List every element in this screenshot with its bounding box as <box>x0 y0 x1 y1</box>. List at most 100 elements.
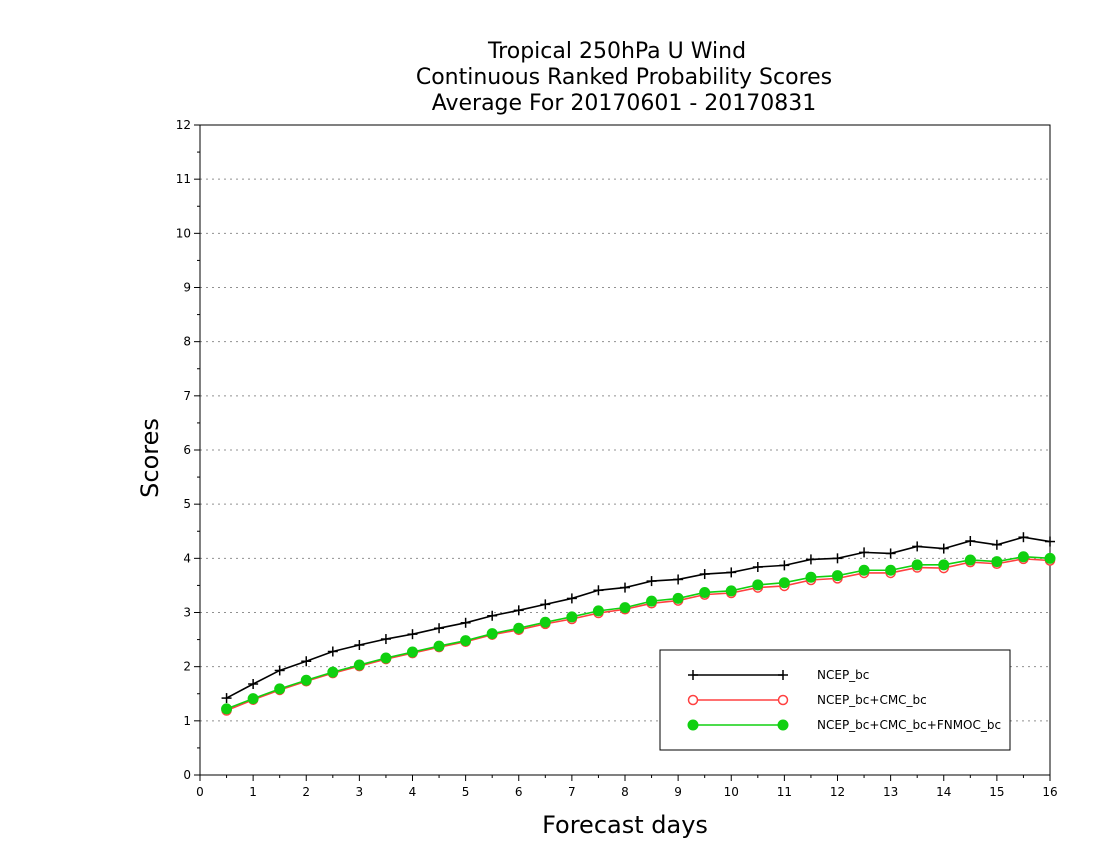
y-tick-label-3: 3 <box>183 606 191 620</box>
series-0-point-6 <box>380 634 391 645</box>
series-2-point-0 <box>221 703 233 715</box>
series-0-point-3 <box>301 656 312 667</box>
legend-marker-start-1 <box>687 694 699 706</box>
x-tick-label-3: 3 <box>356 785 364 799</box>
series-0-point-0 <box>221 693 232 704</box>
y-axis-label: Scores <box>136 418 164 498</box>
x-tick-label-0: 0 <box>196 785 204 799</box>
series-layer <box>221 532 1056 716</box>
legend-marker-end-1 <box>777 694 789 706</box>
series-0-point-19 <box>726 567 737 578</box>
series-0-point-17 <box>673 574 684 585</box>
series-line-0 <box>226 536 1051 699</box>
x-tick-label-8: 8 <box>621 785 629 799</box>
series-2-point-5 <box>353 659 365 671</box>
series-2-point-28 <box>964 554 976 566</box>
series-0-point-27 <box>938 543 949 554</box>
y-tick-label-7: 7 <box>183 389 191 403</box>
x-tick-label-7: 7 <box>568 785 576 799</box>
series-0-point-21 <box>779 560 790 571</box>
x-tick-label-4: 4 <box>409 785 417 799</box>
series-2-point-22 <box>805 571 817 583</box>
series-2-point-8 <box>433 640 445 652</box>
series-0-point-13 <box>566 593 577 604</box>
series-0-point-25 <box>885 548 896 559</box>
series-0-point-29 <box>991 539 1002 550</box>
series-2-point-23 <box>832 570 843 582</box>
series-2-point-12 <box>539 616 551 628</box>
series-2-point-31 <box>1044 552 1056 564</box>
series-2-point-1 <box>247 693 259 705</box>
x-tick-label-12: 12 <box>830 785 845 799</box>
series-0-point-18 <box>699 569 710 580</box>
series-2-point-24 <box>858 564 870 576</box>
series-0-point-28 <box>965 536 976 546</box>
series-0-point-31 <box>1045 536 1055 547</box>
legend-marker-end-0 <box>778 670 788 680</box>
series-0-point-14 <box>593 585 604 596</box>
series-2-point-25 <box>885 564 897 576</box>
series-0-point-5 <box>354 640 365 650</box>
legend: NCEP_bc NCEP_bc+CMC_bc NCEP_bc+CMC_bc+FNMO… <box>659 649 1011 751</box>
series-0-point-7 <box>407 629 418 640</box>
x-tick-label-5: 5 <box>462 785 470 799</box>
x-tick-label-6: 6 <box>515 785 523 799</box>
x-tick-label-10: 10 <box>724 785 739 799</box>
series-2-point-13 <box>566 611 578 623</box>
series-0-point-23 <box>832 553 843 564</box>
series-2-point-20 <box>752 579 764 591</box>
x-tick-label-9: 9 <box>674 785 682 799</box>
y-tick-label-12: 12 <box>176 118 191 132</box>
series-0-point-26 <box>912 541 923 552</box>
series-0-point-1 <box>248 679 259 689</box>
series-2-point-11 <box>513 622 525 634</box>
y-tick-label-0: 0 <box>183 768 191 782</box>
x-axis-label: Forecast days <box>542 811 708 839</box>
x-tick-label-1: 1 <box>249 785 257 799</box>
series-0-point-8 <box>434 623 445 634</box>
legend-marker-end-2 <box>777 719 789 731</box>
series-0-point-10 <box>487 610 498 621</box>
series-0-point-4 <box>327 646 338 657</box>
chart-title-line-3: Average For 20170601 - 20170831 <box>432 91 817 116</box>
series-2-point-3 <box>300 674 312 686</box>
series-2-point-21 <box>778 577 790 589</box>
series-2-point-6 <box>380 652 392 664</box>
y-tick-label-11: 11 <box>176 172 191 186</box>
y-tick-label-5: 5 <box>183 497 191 511</box>
x-tick-label-2: 2 <box>302 785 310 799</box>
series-2-point-2 <box>274 683 286 695</box>
legend-marker-start-0 <box>688 670 698 680</box>
y-tick-label-8: 8 <box>183 335 191 349</box>
series-2-point-18 <box>699 586 711 598</box>
legend-marker-start-2 <box>687 719 699 731</box>
series-2-point-9 <box>460 635 472 647</box>
series-2-point-19 <box>725 585 737 597</box>
series-0-point-2 <box>274 665 285 676</box>
legend-items: NCEP_bc NCEP_bc+CMC_bc NCEP_bc+CMC_bc+FNMO… <box>687 668 1001 732</box>
series-0-point-24 <box>859 547 870 558</box>
legend-label-0: NCEP_bc <box>817 668 869 682</box>
series-2-point-14 <box>592 605 604 617</box>
x-tick-label-11: 11 <box>777 785 792 799</box>
y-tick-label-9: 9 <box>183 281 191 295</box>
series-2-point-26 <box>911 559 923 571</box>
chart-title-line-1: Tropical 250hPa U Wind <box>487 39 746 64</box>
series-2-point-15 <box>619 602 631 614</box>
series-0-point-11 <box>513 605 524 616</box>
x-tick-label-15: 15 <box>989 785 1004 799</box>
y-tick-label-1: 1 <box>183 714 191 728</box>
series-0-point-22 <box>805 554 816 565</box>
y-tick-label-10: 10 <box>176 226 191 240</box>
series-2-point-27 <box>938 559 950 571</box>
chart-title-line-2: Continuous Ranked Probability Scores <box>416 65 832 90</box>
y-tick-label-6: 6 <box>183 443 191 457</box>
series-2-point-17 <box>672 592 684 604</box>
x-tick-label-14: 14 <box>936 785 951 799</box>
series-0 <box>221 532 1055 704</box>
series-2-point-7 <box>407 646 418 658</box>
series-0-point-12 <box>540 599 551 610</box>
series-2-point-29 <box>991 556 1003 568</box>
